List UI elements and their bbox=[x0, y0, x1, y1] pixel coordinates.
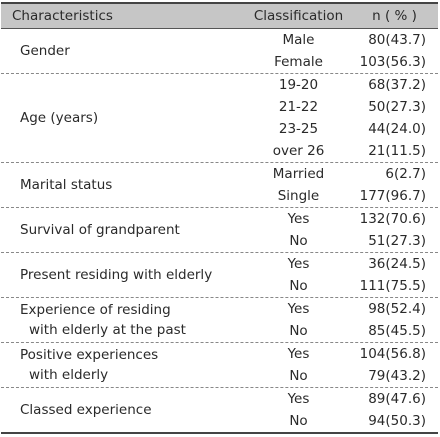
classification-cell: No bbox=[289, 323, 308, 339]
count-percent-cell: 89(47.6) bbox=[368, 391, 426, 407]
characteristic-label: Positive experiences with elderly bbox=[1, 343, 246, 387]
characteristic-label-line: with elderly bbox=[29, 367, 109, 383]
row-group: Classed experience Yes 89(47.6) No 94(50.3) bbox=[1, 388, 438, 432]
classification-cell: Married bbox=[272, 166, 325, 182]
classification-cell: No bbox=[289, 413, 308, 429]
table-row: No 94(50.3) bbox=[246, 410, 438, 432]
classification-cell: Single bbox=[277, 188, 320, 204]
header-n-percent: n ( % ) bbox=[372, 8, 417, 24]
classification-cell: over 26 bbox=[272, 143, 325, 159]
characteristic-label-line: Survival of grandparent bbox=[20, 222, 180, 238]
count-percent-cell: 36(24.5) bbox=[368, 256, 426, 272]
characteristic-label-line: Marital status bbox=[20, 177, 113, 193]
table-row: Yes 89(47.6) bbox=[246, 388, 438, 410]
characteristic-label: Experience of residing with elderly at th… bbox=[1, 298, 246, 342]
classification-cell: Yes bbox=[287, 346, 310, 362]
table-row: Yes 98(52.4) bbox=[246, 298, 438, 320]
table-row: No 111(75.5) bbox=[246, 275, 438, 297]
header-classification: Classification bbox=[253, 8, 344, 24]
table-row: Married 6(2.7) bbox=[246, 163, 438, 185]
classification-cell: 21-22 bbox=[278, 99, 319, 115]
count-percent-cell: 6(2.7) bbox=[385, 166, 426, 182]
characteristic-label: Marital status bbox=[1, 163, 246, 207]
row-group: Present residing with elderly Yes 36(24.5)… bbox=[1, 253, 438, 298]
classification-cell: Yes bbox=[287, 301, 310, 317]
classification-cell: No bbox=[289, 278, 308, 294]
count-percent-cell: 44(24.0) bbox=[368, 121, 426, 137]
table-row: Female 103(56.3) bbox=[246, 51, 438, 73]
table-row: No 85(45.5) bbox=[246, 320, 438, 342]
characteristic-label: Classed experience bbox=[1, 388, 246, 432]
classification-cell: 19-20 bbox=[278, 77, 319, 93]
characteristic-label-line: Age (years) bbox=[20, 110, 99, 126]
count-percent-cell: 79(43.2) bbox=[368, 368, 426, 384]
count-percent-cell: 98(52.4) bbox=[368, 301, 426, 317]
classification-cell: Yes bbox=[287, 256, 310, 272]
characteristic-label: Age (years) bbox=[1, 74, 246, 162]
table-row: Yes 132(70.6) bbox=[246, 208, 438, 230]
characteristic-label-line: Present residing with elderly bbox=[20, 267, 213, 283]
table-row: Male 80(43.7) bbox=[246, 29, 438, 51]
characteristic-label: Gender bbox=[1, 29, 246, 73]
classification-cell: Yes bbox=[287, 211, 310, 227]
count-percent-cell: 111(75.5) bbox=[359, 278, 426, 294]
table-row: over 26 21(11.5) bbox=[246, 140, 438, 162]
table-header: Characteristics Classification n ( % ) bbox=[1, 4, 438, 29]
row-group: Marital status Married 6(2.7) Single 177(96.… bbox=[1, 163, 438, 208]
table-row: No 79(43.2) bbox=[246, 365, 438, 387]
classification-cell: Female bbox=[274, 54, 323, 70]
count-percent-cell: 50(27.3) bbox=[368, 99, 426, 115]
count-percent-cell: 85(45.5) bbox=[368, 323, 426, 339]
row-group: Positive experiences with elderly Yes 104(5… bbox=[1, 343, 438, 388]
characteristic-label-line: Experience of residing bbox=[20, 302, 171, 318]
count-percent-cell: 51(27.3) bbox=[368, 233, 426, 249]
header-characteristics: Characteristics bbox=[12, 8, 113, 24]
classification-cell: 23-25 bbox=[278, 121, 319, 137]
table-row: Single 177(96.7) bbox=[246, 185, 438, 207]
table-row: Yes 36(24.5) bbox=[246, 253, 438, 275]
characteristic-label-line: Gender bbox=[20, 43, 70, 59]
classification-cell: Male bbox=[282, 32, 315, 48]
count-percent-cell: 94(50.3) bbox=[368, 413, 426, 429]
characteristic-label: Survival of grandparent bbox=[1, 208, 246, 252]
table-row: 19-20 68(37.2) bbox=[246, 74, 438, 96]
table-row: 21-22 50(27.3) bbox=[246, 96, 438, 118]
count-percent-cell: 68(37.2) bbox=[368, 77, 426, 93]
count-percent-cell: 132(70.6) bbox=[359, 211, 426, 227]
count-percent-cell: 80(43.7) bbox=[368, 32, 426, 48]
characteristic-label: Present residing with elderly bbox=[1, 253, 246, 297]
classification-cell: Yes bbox=[287, 391, 310, 407]
row-group: Age (years) 19-20 68(37.2) 21-22 50(27.3) 23-… bbox=[1, 74, 438, 163]
table-row: No 51(27.3) bbox=[246, 230, 438, 252]
row-group: Gender Male 80(43.7) Female 103(56.3) bbox=[1, 29, 438, 74]
table-body: Gender Male 80(43.7) Female 103(56.3) Age (ye… bbox=[1, 29, 438, 432]
count-percent-cell: 21(11.5) bbox=[368, 143, 426, 159]
count-percent-cell: 103(56.3) bbox=[359, 54, 426, 70]
count-percent-cell: 177(96.7) bbox=[359, 188, 426, 204]
row-group: Experience of residing with elderly at th… bbox=[1, 298, 438, 343]
table-row: Yes 104(56.8) bbox=[246, 343, 438, 365]
classification-cell: No bbox=[289, 368, 308, 384]
classification-cell: No bbox=[289, 233, 308, 249]
characteristic-label-line: Positive experiences bbox=[20, 347, 159, 363]
row-group: Survival of grandparent Yes 132(70.6) No 51(… bbox=[1, 208, 438, 253]
characteristic-label-line: with elderly at the past bbox=[29, 322, 186, 338]
table-row: 23-25 44(24.0) bbox=[246, 118, 438, 140]
count-percent-cell: 104(56.8) bbox=[359, 346, 426, 362]
characteristic-label-line: Classed experience bbox=[20, 402, 152, 418]
